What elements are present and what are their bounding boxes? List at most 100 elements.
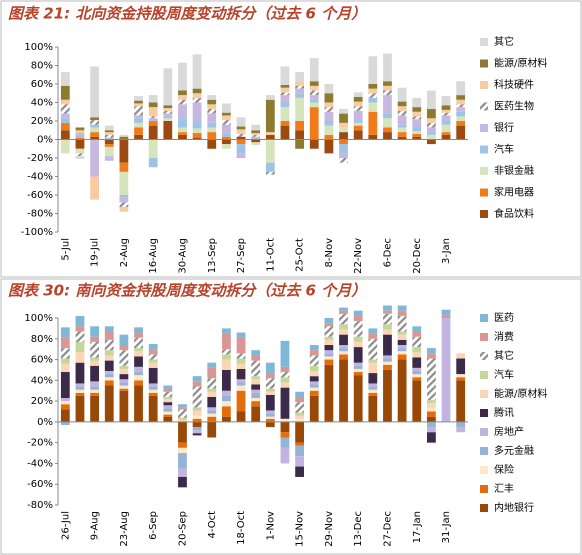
bar-segment xyxy=(104,377,114,381)
bar-segment xyxy=(339,132,348,140)
bar-segment xyxy=(163,402,173,406)
bar-segment xyxy=(339,345,348,349)
bar-segment xyxy=(163,405,173,409)
bar-segment xyxy=(148,389,158,393)
bar-segment xyxy=(75,331,85,342)
legend-label: 医药 xyxy=(494,312,514,324)
bar-segment xyxy=(251,379,261,385)
bar-segment xyxy=(295,442,304,446)
bar-segment xyxy=(412,374,422,378)
bar-segment xyxy=(207,108,217,114)
bar-segment xyxy=(104,355,114,361)
bar-segment xyxy=(192,410,202,416)
bar-segment xyxy=(90,120,99,125)
bar-segment xyxy=(119,171,129,195)
bar-segment xyxy=(309,365,319,371)
bar-segment xyxy=(75,130,85,134)
bar-segment xyxy=(427,403,436,409)
bar-segment xyxy=(441,109,451,113)
bar-segment xyxy=(192,433,202,436)
bar-segment xyxy=(222,133,231,137)
bar-segment xyxy=(353,375,363,422)
bar-segment xyxy=(265,394,275,411)
bar-segment xyxy=(280,377,290,383)
bar-segment xyxy=(353,120,363,123)
bar-segment xyxy=(280,84,290,88)
bar-segment xyxy=(178,404,187,408)
bar-segment xyxy=(295,139,304,149)
bar-segment xyxy=(148,354,158,360)
bar-segment xyxy=(163,385,173,389)
bar-segment xyxy=(192,93,202,98)
x-tick-label: 1-Nov xyxy=(265,511,276,541)
bar-segment xyxy=(280,87,290,93)
bar-segment xyxy=(368,386,378,390)
bar-segment xyxy=(441,314,451,318)
legend-swatch xyxy=(480,314,488,322)
bar-segment xyxy=(324,350,334,354)
bar-segment xyxy=(134,385,143,422)
frame xyxy=(0,278,582,555)
bar-segment xyxy=(192,421,202,428)
frame xyxy=(0,0,582,278)
bar-segment xyxy=(134,115,143,119)
bar-segment xyxy=(427,416,436,422)
bar-segment xyxy=(397,124,407,128)
bar-segment xyxy=(222,144,231,149)
bar-segment xyxy=(368,395,378,422)
bar-segment xyxy=(441,105,451,110)
bar-segment xyxy=(134,332,143,338)
y-tick-label: 0% xyxy=(37,417,53,428)
legend-label: 其它 xyxy=(494,35,514,48)
bar-segment xyxy=(90,326,99,337)
bar-segment xyxy=(222,112,231,116)
y-tick-label: 100% xyxy=(24,313,53,324)
bar-segment xyxy=(119,345,129,351)
bar-segment xyxy=(222,328,231,334)
bar-segment xyxy=(90,386,99,390)
bar-segment xyxy=(309,139,319,149)
bar-segment xyxy=(353,110,363,121)
bar-segment xyxy=(295,88,304,94)
bar-segment xyxy=(60,71,70,86)
bar-segment xyxy=(163,116,173,119)
bar-segment xyxy=(148,107,158,117)
bar-segment xyxy=(178,95,187,100)
bar-segment xyxy=(90,124,99,128)
bar-segment xyxy=(148,359,158,363)
bar-segment xyxy=(163,396,173,400)
bar-segment xyxy=(280,340,290,367)
bar-segment xyxy=(295,93,304,98)
bar-segment xyxy=(397,354,407,360)
bar-segment xyxy=(163,399,173,403)
bar-segment xyxy=(265,134,275,140)
bar-segment xyxy=(368,84,378,89)
bar-segment xyxy=(90,176,99,200)
bar-segment xyxy=(280,421,290,433)
bar-segment xyxy=(456,107,466,112)
bar-segment xyxy=(456,374,466,378)
x-tick-label: 6-Sep xyxy=(148,511,159,540)
y-tick-label: 80% xyxy=(31,61,53,72)
bar-segment xyxy=(134,356,143,367)
bar-segment xyxy=(104,360,114,371)
legend-label: 食品饮料 xyxy=(494,207,534,220)
bar-segment xyxy=(353,315,363,322)
bar-segment xyxy=(309,58,319,82)
bar-segment xyxy=(412,377,422,381)
bar-segment xyxy=(163,391,173,397)
bar-segment xyxy=(265,139,275,163)
bar-segment xyxy=(456,104,466,108)
bar-segment xyxy=(178,407,187,410)
bar-segment xyxy=(60,85,70,100)
bar-segment xyxy=(60,363,70,373)
bar-segment xyxy=(236,129,246,134)
x-tick-label: 26-Jul xyxy=(60,511,71,540)
bar-segment xyxy=(134,327,143,333)
y-tick-label: -100% xyxy=(21,227,53,238)
y-tick-label: 60% xyxy=(31,79,53,90)
bar-segment xyxy=(309,345,319,351)
x-tick-label: 13-Dec xyxy=(353,511,364,547)
bar-segment xyxy=(353,310,363,316)
